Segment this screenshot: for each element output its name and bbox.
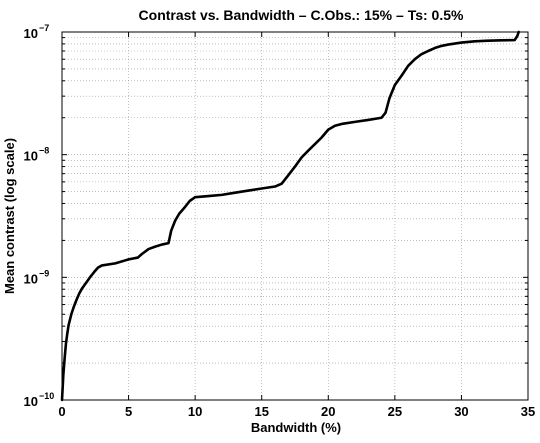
x-tick-label: 0: [58, 404, 65, 419]
y-tick-label-base: 10: [24, 26, 38, 41]
y-tick-label-exponent: −10: [39, 391, 54, 401]
grid: [62, 32, 528, 400]
y-tick-label-exponent: −9: [39, 268, 49, 278]
y-tick-label: 10 −9: [24, 268, 50, 286]
y-tick-label-exponent: −8: [39, 146, 49, 156]
y-tick-label-base: 10: [24, 149, 38, 164]
series-line-0: [60, 30, 520, 402]
x-tick-label: 30: [454, 404, 468, 419]
x-tick-label: 10: [188, 404, 202, 419]
x-tick-label: 35: [521, 404, 535, 419]
plot-frame: [61, 31, 529, 401]
x-tick-label: 25: [388, 404, 402, 419]
y-tick-label: 10 −7: [24, 23, 50, 41]
x-tick-label: 20: [321, 404, 335, 419]
y-axis-label: Mean contrast (log scale): [2, 138, 17, 294]
x-axis-label: Bandwidth (%): [251, 420, 341, 435]
y-tick-label-base: 10: [24, 394, 38, 409]
y-tick-label: 10 −10: [24, 391, 55, 409]
x-tick-label: 15: [254, 404, 268, 419]
y-tick-label-base: 10: [24, 271, 38, 286]
chart-title: Contrast vs. Bandwidth – C.Obs.: 15% – T…: [139, 7, 464, 23]
y-tick-label: 10 −8: [24, 146, 50, 164]
x-tick-label: 5: [125, 404, 132, 419]
y-tick-label-exponent: −7: [39, 23, 49, 33]
series-layer: [60, 30, 520, 402]
